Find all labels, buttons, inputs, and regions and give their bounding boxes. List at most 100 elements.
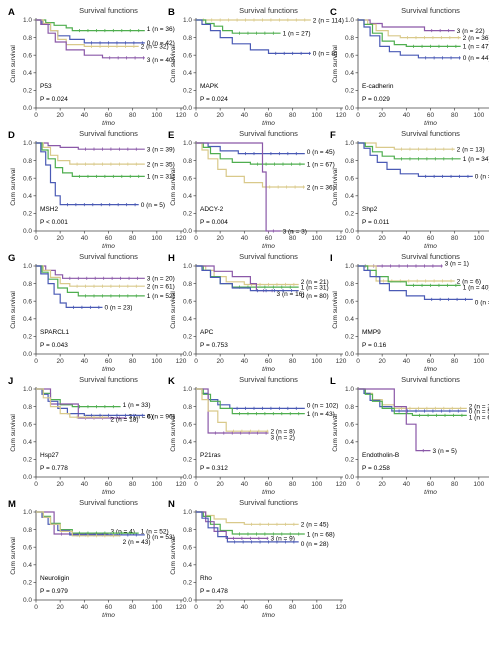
y-tick-label: 0.6 [345,52,354,59]
panel-letter: F [330,130,336,141]
y-tick-label: 0.4 [23,70,32,77]
y-tick-label: 0.8 [183,35,192,42]
y-axis-label: Cum survival [332,45,339,83]
y-tick-label: 0.4 [183,316,192,323]
x-tick-label: 100 [311,604,322,611]
survival-curve-0 [358,388,467,412]
survival-curve-3 [196,511,269,539]
y-tick-label: 0.2 [23,580,32,587]
p-value: P = 0.16 [362,342,387,349]
chart-title: Survival functions [401,129,460,138]
marker-name: Endotholin-B [362,452,399,459]
y-tick-label: 0.8 [23,281,32,288]
group-label: 0 (n = 28) [301,541,329,548]
y-tick-label: 0.6 [23,421,32,428]
marker-name: APC [200,329,214,336]
x-tick-label: 40 [241,235,249,242]
x-tick-label: 100 [151,358,162,365]
x-tick-label: 60 [265,604,273,611]
y-tick-label: 0.0 [345,105,354,112]
x-tick-label: 0 [34,112,38,119]
chart-title: Survival functions [239,498,298,507]
y-tick-label: 0.4 [183,439,192,446]
survival-curve-2 [196,511,299,525]
x-axis-label: t/mo [102,612,115,619]
x-axis-label: t/mo [424,243,437,250]
x-axis-label: t/mo [102,489,115,496]
group-label: 2 (n = 13) [457,146,485,153]
chart-title: Survival functions [401,375,460,384]
panel-letter: E [168,130,174,141]
x-tick-label: 80 [289,235,297,242]
group-label: 1 (n = 60) [469,415,489,422]
chart-title: Survival functions [239,375,298,384]
y-axis-label: Cum survival [170,291,177,329]
p-value: P = 0.979 [40,588,68,595]
x-axis-label: t/mo [262,612,275,619]
marker-name: Rho [200,575,212,582]
y-tick-label: 0.2 [183,580,192,587]
panel-letter: I [330,253,333,264]
y-tick-label: 0.2 [23,88,32,95]
marker-name: P53 [40,83,52,90]
y-axis-label: Cum survival [10,168,17,206]
group-label: 1 (n = 68) [307,531,335,538]
survival-curve-1 [36,19,145,32]
x-tick-label: 20 [217,112,225,119]
x-tick-label: 40 [81,112,89,119]
survival-curve-0 [196,19,311,54]
x-tick-label: 20 [57,358,65,365]
group-label: 1 (n = 33) [123,402,151,409]
y-tick-label: 1.0 [345,386,354,393]
x-tick-label: 80 [289,112,297,119]
chart-title: Survival functions [79,252,138,261]
y-tick-label: 1.0 [23,17,32,24]
x-tick-label: 100 [311,235,322,242]
y-tick-label: 0.0 [23,105,32,112]
p-value: P = 0.024 [200,96,228,103]
y-tick-label: 0.8 [345,281,354,288]
group-label: 1 (n = 27) [283,31,311,38]
panel-letter: B [168,7,175,18]
x-tick-label: 100 [311,358,322,365]
x-axis-label: t/mo [102,120,115,127]
x-tick-label: 80 [289,481,297,488]
panel-i: I Survival functions 0.0 0.2 0.4 0.6 0.8 1.0 0 20… [330,252,489,373]
y-tick-label: 0.4 [345,70,354,77]
x-axis-label: t/mo [102,366,115,373]
x-tick-label: 40 [81,358,89,365]
x-tick-label: 100 [311,112,322,119]
y-tick-label: 0.4 [23,562,32,569]
y-tick-label: 1.0 [183,263,192,270]
y-axis-label: Cum survival [332,291,339,329]
x-tick-label: 60 [427,235,435,242]
panel-letter: N [168,499,175,510]
y-tick-label: 0.8 [183,527,192,534]
x-tick-label: 60 [265,481,273,488]
x-axis-label: t/mo [262,243,275,250]
survival-curve-2 [358,388,467,409]
x-tick-label: 80 [129,112,137,119]
y-tick-label: 0.0 [345,474,354,481]
group-label: 1 (n = 52) [141,528,169,535]
x-tick-label: 40 [403,358,411,365]
x-tick-label: 120 [336,112,347,119]
y-tick-label: 0.0 [23,597,32,604]
y-tick-label: 0.2 [183,88,192,95]
group-label: 0 (n = 109) [475,300,489,307]
y-axis-label: Cum survival [10,414,17,452]
x-axis-label: t/mo [102,243,115,250]
group-label: 3 (n = 22) [457,28,485,35]
survival-curve-0 [196,142,305,155]
survival-curve-2 [36,19,139,47]
y-tick-label: 0.6 [183,298,192,305]
x-tick-label: 40 [81,235,89,242]
y-tick-label: 0.0 [183,105,192,112]
survival-curve-2 [358,142,455,150]
group-label: 3 (n = 20) [147,276,175,283]
survival-curve-3 [196,265,275,292]
x-tick-label: 80 [129,481,137,488]
group-label: 0 (n = 80) [301,293,329,300]
x-axis-label: t/mo [262,120,275,127]
survival-curve-0 [36,388,145,416]
